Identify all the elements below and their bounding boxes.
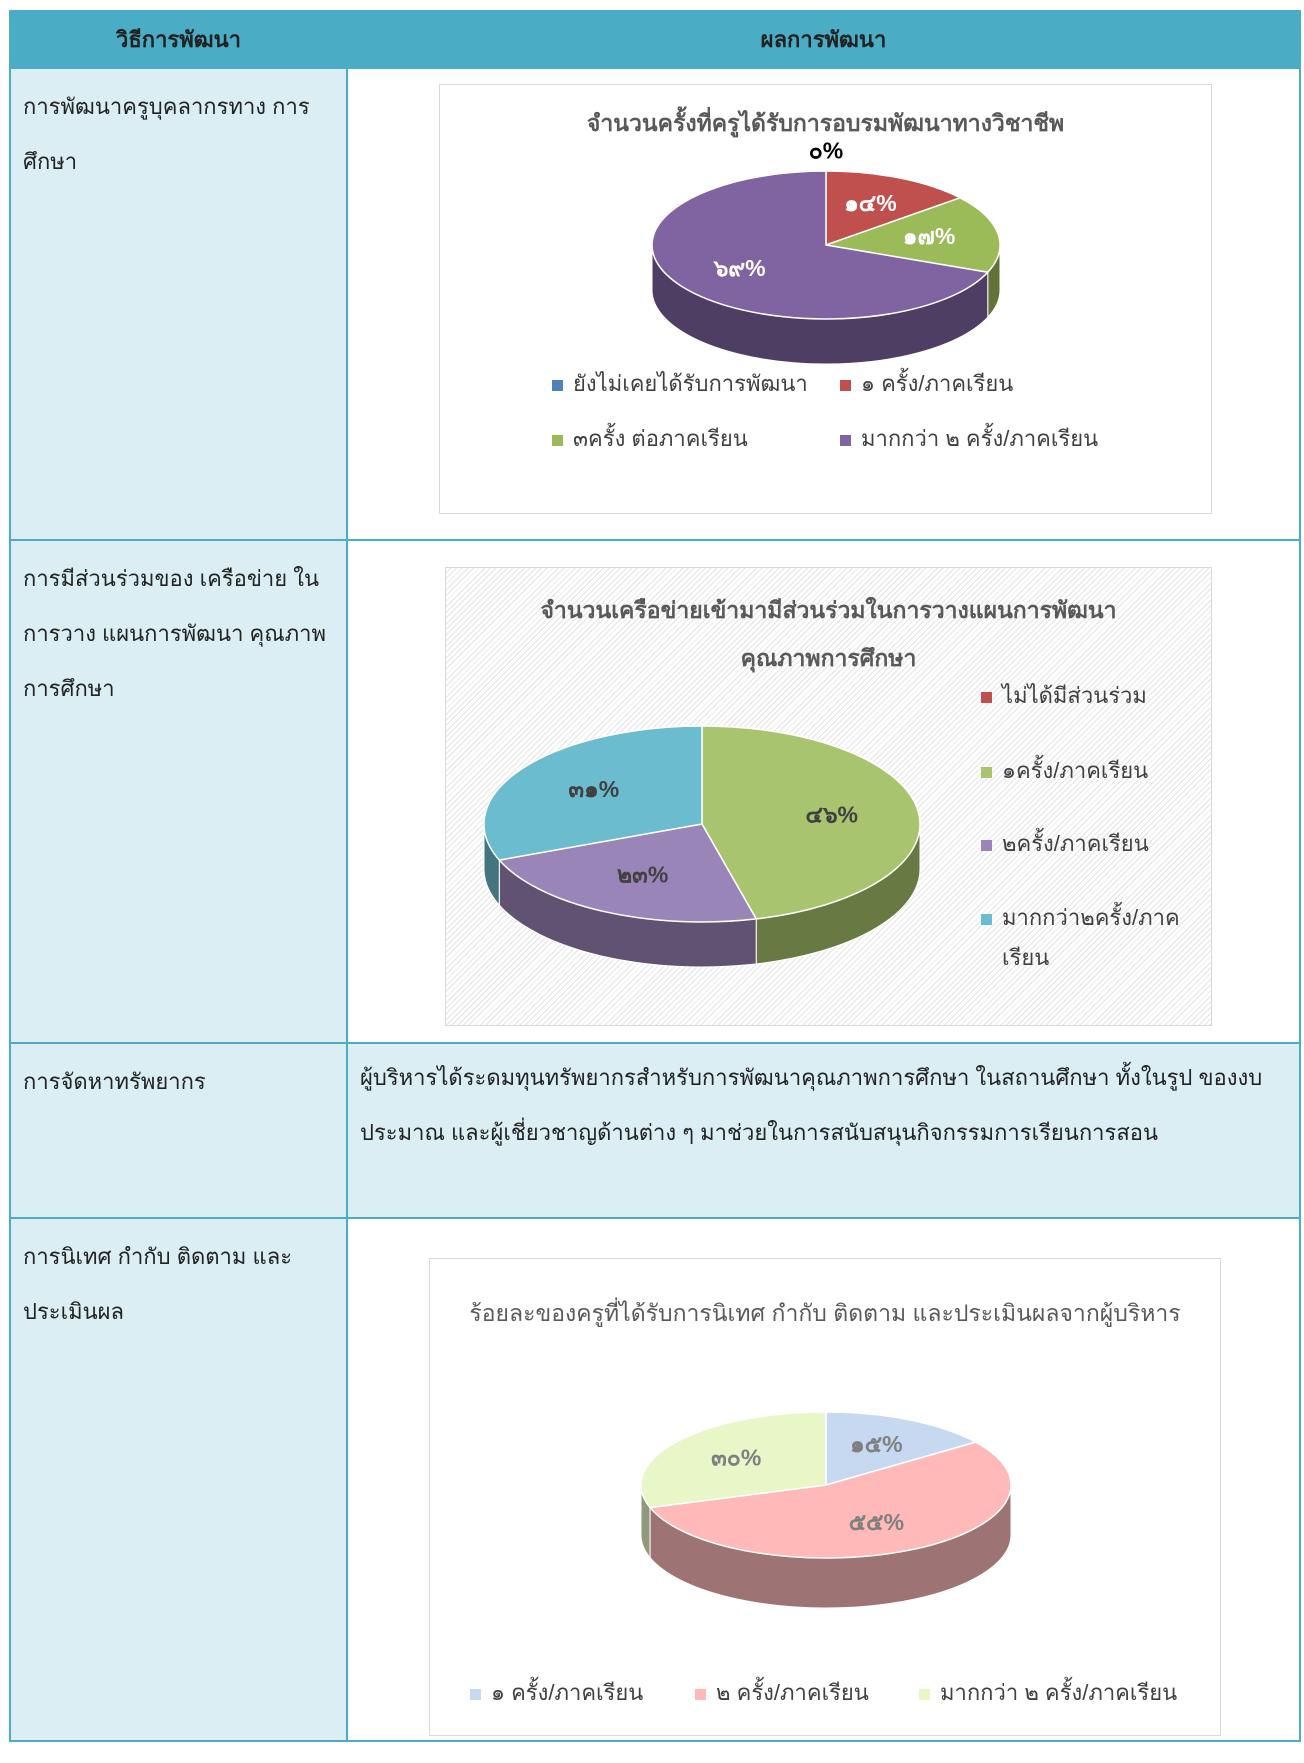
slice-top <box>651 170 990 320</box>
slice <box>701 725 921 965</box>
legend-item: ๒ครั้ง/ภาคเรียน <box>981 824 1202 864</box>
header-cell: ผลการพัฒนา <box>346 10 1301 69</box>
legend-swatch <box>981 839 992 851</box>
slice-top <box>825 1411 978 1486</box>
chart: จำนวนเครือข่ายเข้ามามีส่วนร่วมในการวางแผ… <box>445 567 1212 1026</box>
legend-item: มากกว่า ๒ ครั้ง/ภาคเรียน <box>919 1679 1177 1707</box>
slice-top <box>483 725 703 861</box>
legend-label: ๑ ครั้ง/ภาคเรียน <box>861 371 1014 396</box>
data-label: ๓๑% <box>568 776 619 802</box>
legend-swatch <box>981 913 992 925</box>
slice <box>825 197 1001 319</box>
pie-chart: ๐%๔๖%๒๓%๓๑% <box>483 725 921 968</box>
legend-swatch <box>981 766 992 778</box>
slice <box>825 170 962 247</box>
legend-item: ๑ ครั้ง/ภาคเรียน <box>840 370 1013 398</box>
method-cell: การมีส่วนร่วมของ เครือข่าย ในการวาง แผนก… <box>9 539 348 1044</box>
data-label: ๕๕% <box>849 1509 904 1535</box>
header-cell: วิธีการพัฒนา <box>9 10 348 69</box>
legend-item: ไม่ได้มีส่วนร่วม <box>981 676 1202 716</box>
legend-label: ยังไม่เคยได้รับการพัฒนา <box>573 371 808 396</box>
chart-title: จำนวนเครือข่ายเข้ามามีส่วนร่วมในการวางแผ… <box>540 597 1117 671</box>
legend-label: ไม่ได้มีส่วนร่วม <box>1002 683 1147 708</box>
legend-label: ๑ ครั้ง/ภาคเรียน <box>491 1680 644 1705</box>
legend-label: มากกว่า๒ครั้ง/ภาคเรียน <box>1002 905 1180 970</box>
legend-label: ๒ครั้ง/ภาคเรียน <box>1002 831 1149 856</box>
legend-item: ๒ ครั้ง/ภาคเรียน <box>695 1679 869 1707</box>
method-cell: การจัดหาทรัพยากร <box>9 1042 348 1219</box>
legend-label: มากกว่า ๒ ครั้ง/ภาคเรียน <box>940 1680 1178 1705</box>
pie-chart: ๐%๑๔% ๑๗% ๖๙% <box>651 138 1001 365</box>
slice <box>640 1411 827 1559</box>
slice-top <box>648 1441 1012 1559</box>
legend-swatch <box>840 434 851 446</box>
data-label: ๖๙% <box>713 255 766 281</box>
row: การจัดหาทรัพยากร ผู้บริหารได้ระดมทุนทรัพย… <box>9 1042 1301 1219</box>
chart: จำนวนครั้งที่ครูได้รับการอบรมพัฒนาทางวิช… <box>439 84 1212 514</box>
legend-swatch <box>919 1688 930 1700</box>
data-label: ๓๐% <box>711 1444 761 1470</box>
slice-top <box>701 725 921 920</box>
legend-item: ๑ ครั้ง/ภาคเรียน <box>470 1679 643 1707</box>
legend-swatch <box>981 691 992 703</box>
slice <box>648 1441 1012 1609</box>
chart: ร้อยละของครูที่ได้รับการนิเทศ กำกับ ติดต… <box>429 1258 1221 1736</box>
chart-title: ร้อยละของครูที่ได้รับการนิเทศ กำกับ ติดต… <box>469 1300 1181 1326</box>
legend-item: ๑ครั้ง/ภาคเรียน <box>981 751 1202 791</box>
legend-item: มากกว่า๒ครั้ง/ภาคเรียน <box>981 898 1202 978</box>
legend-label: มากกว่า ๒ ครั้ง/ภาคเรียน <box>861 426 1099 451</box>
legend-swatch <box>470 1688 481 1700</box>
legend-swatch <box>552 434 563 446</box>
legend-swatch <box>695 1688 706 1700</box>
slice <box>483 725 703 907</box>
legend-item: มากกว่า ๒ ครั้ง/ภาคเรียน <box>840 425 1098 453</box>
slice <box>651 170 990 365</box>
legend-swatch <box>552 379 563 391</box>
chart-title: จำนวนครั้งที่ครูได้รับการอบรมพัฒนาทางวิช… <box>586 110 1065 136</box>
legend-item: ๓ครั้ง ต่อภาคเรียน <box>552 425 748 453</box>
data-label: ๐% <box>809 138 844 164</box>
data-label: ๑๕% <box>850 1431 902 1457</box>
method-cell: การนิเทศ กำกับ ติดตาม และประเมินผล <box>9 1217 348 1742</box>
pie-chart: ๑๕% ๕๕% ๓๐% <box>640 1411 1012 1609</box>
slice-top <box>825 170 962 247</box>
slice <box>825 1411 978 1486</box>
data-label: ๔๖% <box>806 802 858 828</box>
data-label: ๒๓% <box>617 861 668 887</box>
slice-top <box>640 1411 827 1509</box>
data-label: ๑๔% <box>844 190 896 216</box>
method-cell: การพัฒนาครูบุคลากรทาง การศึกษา <box>9 67 348 541</box>
legend-label: ๒ ครั้ง/ภาคเรียน <box>716 1680 869 1705</box>
slice-top <box>825 197 1001 274</box>
legend-label: ๓ครั้ง ต่อภาคเรียน <box>573 426 748 451</box>
legend-label: ๑ครั้ง/ภาคเรียน <box>1002 758 1149 783</box>
data-label: ๑๗% <box>903 223 955 249</box>
text-cell: ผู้บริหารได้ระดมทุนทรัพยากรสำหรับการพัฒน… <box>346 1042 1301 1219</box>
legend-swatch <box>840 379 851 391</box>
slice-top <box>497 823 758 923</box>
legend-item: ยังไม่เคยได้รับการพัฒนา <box>552 370 808 398</box>
